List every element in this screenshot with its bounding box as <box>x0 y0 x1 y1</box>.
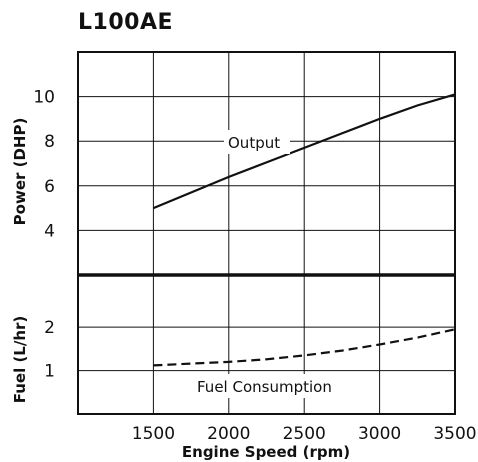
output-label-bg <box>224 130 290 154</box>
y-tick-label: 2 <box>44 318 55 338</box>
fuel-label-bg <box>193 374 343 398</box>
fuel-consumption-line <box>153 328 456 367</box>
y-tick-label: 6 <box>44 177 55 197</box>
y-tick-label: 8 <box>44 132 55 152</box>
y-axis-label: Fuel (L/hr) <box>11 316 29 404</box>
output-line <box>152 93 456 210</box>
x-tick-label: 2000 <box>207 424 250 444</box>
y-tick-label: 10 <box>33 88 55 108</box>
x-tick-label: 1500 <box>132 424 175 444</box>
series-lines <box>152 93 456 367</box>
y-tick-label: 4 <box>44 221 55 241</box>
y-tick-label: 1 <box>44 362 55 382</box>
x-tick-label: 3000 <box>358 424 401 444</box>
x-tick-label: 2500 <box>283 424 326 444</box>
x-tick-label: 3500 <box>433 424 476 444</box>
chart-title: L100AE <box>78 10 173 35</box>
output-series-label: Output <box>228 134 280 152</box>
chart-frames <box>77 51 456 415</box>
fuel-series-label: Fuel Consumption <box>197 378 332 396</box>
y-axis-label: Power (DHP) <box>11 118 29 226</box>
x-axis-label: Engine Speed (rpm) <box>182 443 350 461</box>
